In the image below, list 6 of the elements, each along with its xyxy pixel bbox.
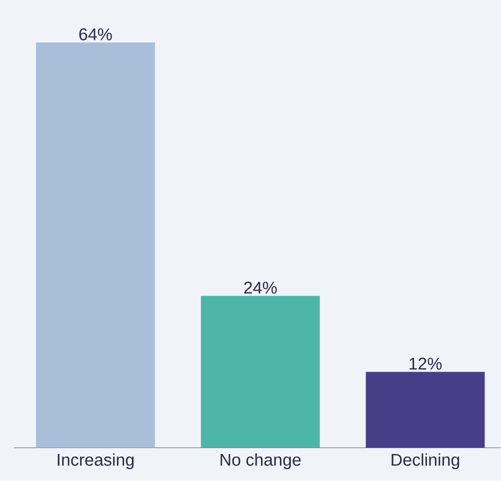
x-tick-label: Increasing [58, 453, 134, 470]
data-label: 64% [79, 28, 112, 40]
x-tick-label: No change [220, 453, 301, 470]
x-tick-label: Declining [392, 453, 460, 470]
data-label: 12% [410, 358, 442, 370]
data-label: 24% [244, 282, 277, 294]
